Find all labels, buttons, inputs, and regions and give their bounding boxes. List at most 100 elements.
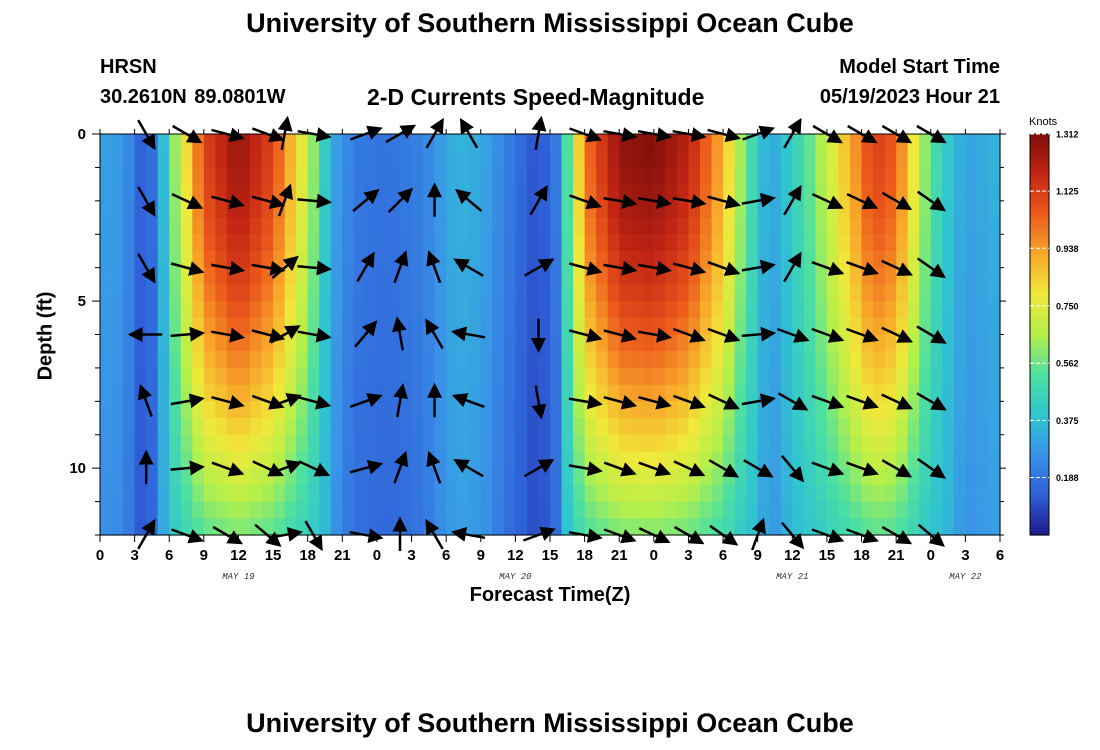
- heatmap-cell: [376, 334, 390, 352]
- heatmap-cell: [250, 418, 263, 436]
- heatmap-cell: [330, 434, 343, 453]
- heatmap-cell: [146, 351, 159, 369]
- heatmap-cell: [503, 167, 516, 185]
- current-arrow: [603, 461, 637, 477]
- heatmap-cell: [319, 234, 332, 252]
- heatmap-cell: [584, 351, 597, 369]
- current-arrow: [211, 194, 245, 210]
- heatmap-cell: [665, 284, 678, 302]
- heatmap-cell: [515, 250, 528, 269]
- current-arrow: [881, 326, 913, 343]
- current-arrow: [453, 258, 484, 277]
- heatmap-cell: [388, 351, 401, 369]
- heatmap-cell: [376, 384, 390, 402]
- heatmap-cell: [607, 167, 620, 185]
- heatmap-cell: [988, 184, 1001, 202]
- heatmap-cell: [711, 401, 724, 419]
- heatmap-cell: [803, 518, 816, 536]
- heatmap-cell: [446, 301, 459, 319]
- heatmap-cell: [169, 267, 182, 285]
- heatmap-cell: [123, 351, 136, 369]
- heatmap-cell: [146, 217, 159, 235]
- colorbar-segment: [1030, 510, 1049, 516]
- heatmap-cell: [123, 501, 136, 519]
- heatmap-cell: [480, 501, 493, 519]
- heatmap-cell: [930, 250, 943, 269]
- heatmap-cell: [619, 367, 632, 386]
- heatmap-cell: [307, 418, 320, 436]
- colorbar-segment: [1030, 454, 1049, 460]
- heatmap-cell: [538, 468, 551, 486]
- heatmap-cell: [965, 518, 978, 536]
- heatmap-cell: [988, 200, 1001, 219]
- colorbar-segment: [1030, 138, 1049, 143]
- heatmap-cell: [746, 384, 759, 402]
- heatmap-cell: [711, 217, 724, 235]
- heatmap-cell: [538, 367, 551, 386]
- heatmap-cell: [388, 434, 401, 453]
- current-arrow: [637, 327, 673, 343]
- heatmap-cell: [942, 518, 955, 536]
- heatmap-cell: [273, 484, 286, 503]
- heatmap-cell: [653, 250, 666, 269]
- heatmap-cell: [388, 250, 401, 269]
- heatmap-cell: [757, 401, 770, 419]
- heatmap-cell: [492, 418, 505, 436]
- heatmap-cell: [907, 334, 920, 352]
- heatmap-cell: [330, 484, 343, 503]
- current-vectors: [127, 115, 947, 552]
- heatmap-cell: [676, 484, 690, 503]
- heatmap-cell: [884, 401, 897, 419]
- colorbar-segment: [1030, 426, 1049, 432]
- heatmap-cell: [330, 501, 343, 519]
- heatmap-cell: [850, 267, 863, 285]
- heatmap-cell: [596, 200, 609, 219]
- heatmap-cell: [861, 518, 874, 536]
- heatmap-cell: [700, 367, 713, 386]
- heatmap-cell: [584, 451, 597, 469]
- heatmap-cell: [838, 184, 851, 202]
- heatmap-cell: [792, 418, 805, 436]
- heatmap-cell: [423, 367, 436, 386]
- heatmap-cell: [815, 418, 828, 436]
- heatmap-cell: [203, 484, 216, 503]
- heatmap-cell: [711, 434, 724, 453]
- heatmap-cell: [134, 267, 147, 285]
- heatmap-cell: [457, 468, 470, 486]
- heatmap-cell: [215, 250, 228, 269]
- heatmap-cell: [723, 250, 736, 269]
- heatmap-cell: [907, 434, 920, 453]
- heatmap-cell: [480, 301, 493, 319]
- heatmap-cell: [700, 384, 713, 402]
- heatmap-cell: [423, 200, 436, 219]
- heatmap-cell: [238, 284, 251, 302]
- heatmap-cell: [826, 367, 840, 386]
- heatmap-cell: [100, 267, 113, 285]
- heatmap-cell: [515, 317, 528, 336]
- heatmap-cell: [365, 134, 378, 152]
- heatmap-cell: [619, 434, 632, 453]
- heatmap-cell: [273, 351, 286, 369]
- colorbar-segment: [1030, 134, 1049, 139]
- heatmap-cell: [976, 384, 990, 402]
- heatmap-cell: [711, 334, 724, 352]
- heatmap-cell: [411, 351, 424, 369]
- heatmap-cell: [803, 184, 816, 202]
- heatmap-cell: [169, 234, 182, 252]
- heatmap-cell: [157, 317, 170, 336]
- heatmap-cell: [573, 217, 586, 235]
- heatmap-cell: [503, 367, 516, 386]
- heatmap-cell: [942, 150, 955, 169]
- heatmap-cell: [515, 401, 528, 419]
- heatmap-cell: [734, 250, 747, 269]
- heatmap-cell: [434, 384, 447, 402]
- heatmap-cell: [492, 434, 505, 453]
- heatmap-cell: [815, 301, 828, 319]
- heatmap-cell: [250, 150, 263, 169]
- heatmap-cell: [480, 284, 493, 302]
- heatmap-cell: [376, 284, 390, 302]
- heatmap-cell: [134, 134, 147, 152]
- heatmap-cell: [596, 167, 609, 185]
- current-arrow: [638, 461, 672, 477]
- heatmap-cell: [330, 217, 343, 235]
